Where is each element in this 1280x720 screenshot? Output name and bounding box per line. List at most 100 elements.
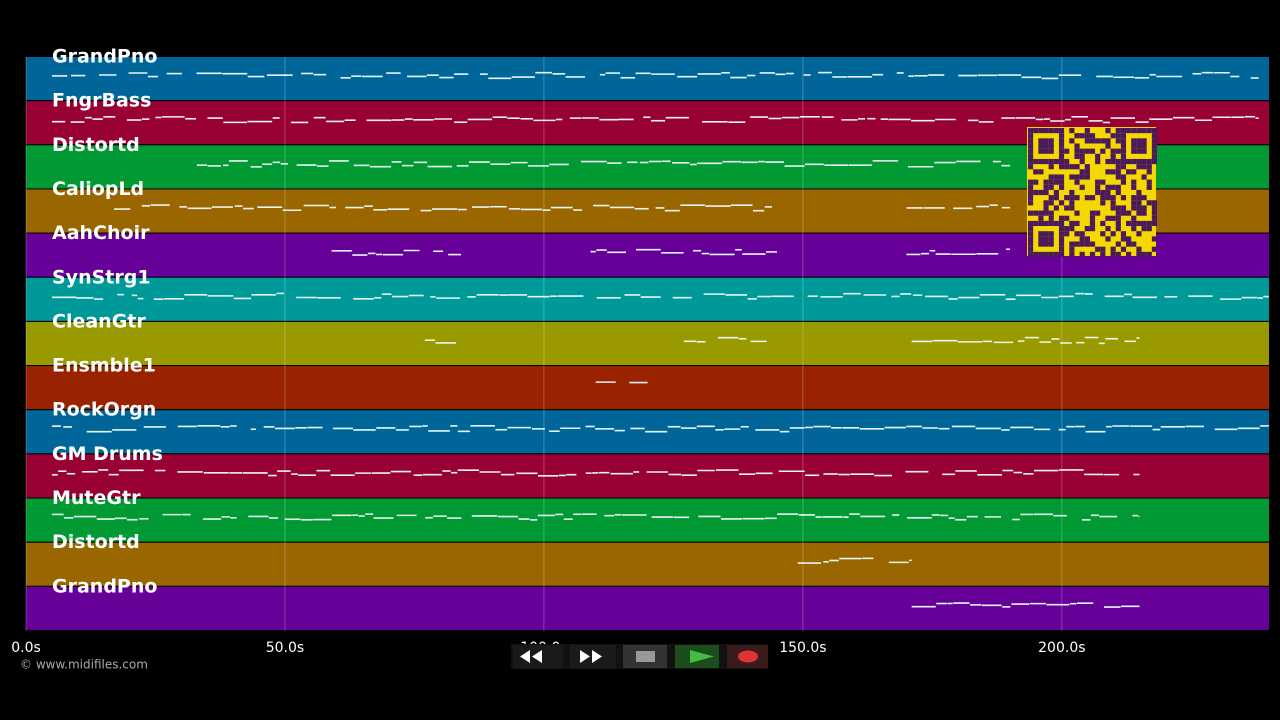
qr-cell [1110,200,1116,206]
qr-cell [1151,246,1157,252]
qr-cell [1115,189,1121,196]
qr-cell [1115,241,1121,247]
track-label: FngrBass [52,90,151,112]
qr-cell [1120,195,1127,201]
qr-cell [1105,189,1111,196]
time-tick-label: 0.0s [11,640,41,656]
qr-cell [1120,246,1127,252]
qr-cell [1028,236,1034,242]
qr-cell [1079,133,1085,139]
qr-cell [1131,195,1137,201]
qr-cell [1048,215,1054,221]
qr-cell [1100,251,1106,257]
qr-cell [1043,241,1049,247]
stop-button[interactable] [623,645,667,668]
qr-cell [1100,200,1106,206]
qr-cell [1141,143,1147,149]
qr-cell [1105,143,1111,149]
qr-cell [1079,236,1085,242]
qr-cell [1043,210,1049,216]
track-band [26,542,1269,586]
qr-cell [1151,148,1157,154]
qr-cell [1043,179,1049,185]
qr-cell [1146,220,1152,227]
qr-cell [1100,231,1106,237]
qr-cell [1069,200,1075,206]
qr-cell [1151,128,1157,134]
qr-cell [1074,231,1080,237]
qr-cell [1058,143,1065,149]
qr-cell [1084,148,1090,154]
qr-cell [1074,164,1080,170]
qr-cell [1038,158,1044,165]
qr-cell [1136,205,1142,211]
record-button[interactable] [727,645,768,668]
qr-cell [1074,220,1080,227]
track-label: SynStrg1 [52,266,151,288]
qr-cell [1084,128,1090,134]
qr-cell [1038,143,1044,149]
qr-cell [1120,128,1127,134]
qr-cell [1079,148,1085,154]
qr-cell [1120,148,1127,154]
qr-cell [1110,169,1116,175]
qr-cell [1115,158,1121,165]
qr-cell [1136,231,1142,237]
qr-cell [1136,189,1142,196]
qr-cell [1064,164,1070,170]
track-label: Distortd [52,134,140,156]
qr-cell [1074,210,1080,216]
qr-cell [1064,215,1070,221]
fast-forward-button[interactable] [570,645,616,668]
qr-cell [1105,158,1111,165]
qr-cell [1120,179,1127,185]
qr-cell [1058,236,1065,242]
transport-controls [511,644,768,669]
qr-cell [1126,251,1132,257]
qr-cell [1043,128,1049,134]
qr-cell [1058,179,1065,185]
qr-cell [1126,128,1132,134]
qr-cell [1058,174,1065,180]
track-label: AahChoir [52,222,150,244]
qr-cell [1079,241,1085,247]
qr-cell [1131,138,1137,144]
qr-cell [1120,210,1127,216]
qr-cell [1048,164,1054,170]
qr-cell [1038,241,1044,247]
qr-cell [1100,138,1106,144]
qr-cell [1151,133,1157,139]
qr-cell [1048,179,1054,185]
qr-cell [1131,158,1137,165]
qr-cell [1136,200,1142,206]
track-band [26,498,1269,542]
qr-cell [1089,220,1096,227]
qr-cell [1069,174,1075,180]
qr-cell [1028,148,1034,154]
qr-code [1027,127,1157,257]
qr-cell [1131,200,1137,206]
qr-cell [1141,148,1147,154]
qr-cell [1028,220,1034,227]
qr-cell [1069,128,1075,134]
qr-cell [1074,153,1080,159]
qr-cell [1028,184,1034,190]
time-tick-label: 50.0s [266,640,304,656]
qr-cell [1115,133,1121,139]
qr-cell [1146,226,1152,232]
qr-cell [1131,215,1137,221]
qr-cell [1151,153,1157,159]
qr-cell [1043,200,1049,206]
qr-cell [1028,179,1034,185]
play-button[interactable] [675,645,719,668]
qr-cell [1115,184,1121,190]
qr-cell [1048,138,1054,144]
qr-cell [1110,148,1116,154]
rewind-button[interactable] [513,645,563,668]
track-label: GrandPno [52,46,157,68]
qr-cell [1141,210,1147,216]
qr-cell [1069,246,1075,252]
qr-cell [1126,241,1132,247]
qr-cell [1136,164,1142,170]
qr-cell [1053,195,1059,201]
